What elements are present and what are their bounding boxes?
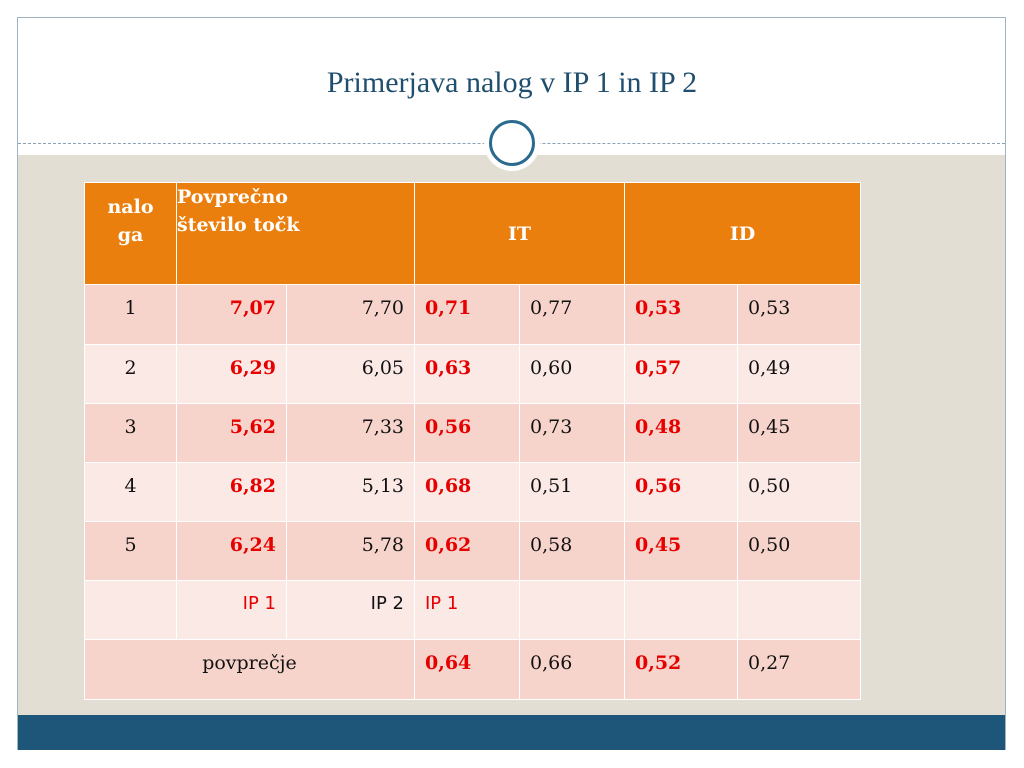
ip2-score: 6,05 bbox=[286, 344, 415, 404]
ip2-score: 7,33 bbox=[286, 403, 415, 463]
comparison-table: nalo ga Povprečno število točk IT ID 1 7… bbox=[84, 182, 861, 700]
header-it-label: IT bbox=[507, 222, 532, 245]
it-ip1: 0,63 bbox=[414, 344, 520, 404]
header-score: Povprečno število točk bbox=[176, 182, 415, 285]
average-row: povprečje 0,64 0,66 0,52 0,27 bbox=[84, 639, 861, 700]
header-row: nalo ga Povprečno število točk IT ID bbox=[84, 182, 861, 285]
task-number: 2 bbox=[84, 344, 177, 404]
average-it-ip1: 0,64 bbox=[414, 639, 520, 700]
id-ip2: 0,45 bbox=[737, 403, 861, 463]
ip1-score: 5,62 bbox=[176, 403, 287, 463]
id-ip2: 0,50 bbox=[737, 521, 861, 581]
legend-row: IP 1 IP 2 IP 1 bbox=[84, 580, 861, 640]
average-id-ip1: 0,52 bbox=[624, 639, 738, 700]
table-row: 5 6,24 5,78 0,62 0,58 0,45 0,50 bbox=[84, 521, 861, 581]
ip1-score: 6,82 bbox=[176, 462, 287, 522]
header-it: IT bbox=[414, 182, 625, 285]
id-ip2: 0,53 bbox=[737, 284, 861, 345]
task-number: 5 bbox=[84, 521, 177, 581]
it-ip2: 0,58 bbox=[519, 521, 625, 581]
it-ip1: 0,56 bbox=[414, 403, 520, 463]
legend-ip1: IP 1 bbox=[176, 580, 287, 640]
id-ip1: 0,56 bbox=[624, 462, 738, 522]
it-ip2: 0,73 bbox=[519, 403, 625, 463]
header-id: ID bbox=[624, 182, 861, 285]
average-label: povprečje bbox=[84, 639, 415, 700]
header-score-label: Povprečno število točk bbox=[177, 186, 300, 236]
slide-title: Primerjava nalog v IP 1 in IP 2 bbox=[326, 66, 698, 99]
id-ip1: 0,53 bbox=[624, 284, 738, 345]
table-row: 4 6,82 5,13 0,68 0,51 0,56 0,50 bbox=[84, 462, 861, 522]
legend-empty bbox=[519, 580, 625, 640]
table-row: 2 6,29 6,05 0,63 0,60 0,57 0,49 bbox=[84, 344, 861, 404]
table-row: 1 7,07 7,70 0,71 0,77 0,53 0,53 bbox=[84, 284, 861, 345]
it-ip1: 0,68 bbox=[414, 462, 520, 522]
footer-band bbox=[18, 715, 1005, 750]
id-ip1: 0,45 bbox=[624, 521, 738, 581]
legend-empty bbox=[84, 580, 177, 640]
header-naloga: nalo ga bbox=[84, 182, 177, 285]
ip1-score: 6,24 bbox=[176, 521, 287, 581]
ip2-score: 5,78 bbox=[286, 521, 415, 581]
table-row: 3 5,62 7,33 0,56 0,73 0,48 0,45 bbox=[84, 403, 861, 463]
legend-empty bbox=[624, 580, 738, 640]
task-number: 3 bbox=[84, 403, 177, 463]
ip2-score: 5,13 bbox=[286, 462, 415, 522]
average-it-ip2: 0,66 bbox=[519, 639, 625, 700]
ip1-score: 6,29 bbox=[176, 344, 287, 404]
id-ip1: 0,57 bbox=[624, 344, 738, 404]
legend-empty bbox=[737, 580, 861, 640]
ip2-score: 7,70 bbox=[286, 284, 415, 345]
id-ip2: 0,50 bbox=[737, 462, 861, 522]
it-ip2: 0,77 bbox=[519, 284, 625, 345]
average-id-ip2: 0,27 bbox=[737, 639, 861, 700]
it-ip1: 0,62 bbox=[414, 521, 520, 581]
task-number: 4 bbox=[84, 462, 177, 522]
ip1-score: 7,07 bbox=[176, 284, 287, 345]
it-ip2: 0,51 bbox=[519, 462, 625, 522]
header-naloga-label: nalo ga bbox=[107, 196, 154, 246]
id-ip1: 0,48 bbox=[624, 403, 738, 463]
it-ip1: 0,71 bbox=[414, 284, 520, 345]
task-number: 1 bbox=[84, 284, 177, 345]
header-id-label: ID bbox=[729, 222, 756, 245]
legend-ip2: IP 2 bbox=[286, 580, 415, 640]
legend-it-ip1: IP 1 bbox=[414, 580, 520, 640]
it-ip2: 0,60 bbox=[519, 344, 625, 404]
ring-icon bbox=[489, 120, 535, 166]
id-ip2: 0,49 bbox=[737, 344, 861, 404]
